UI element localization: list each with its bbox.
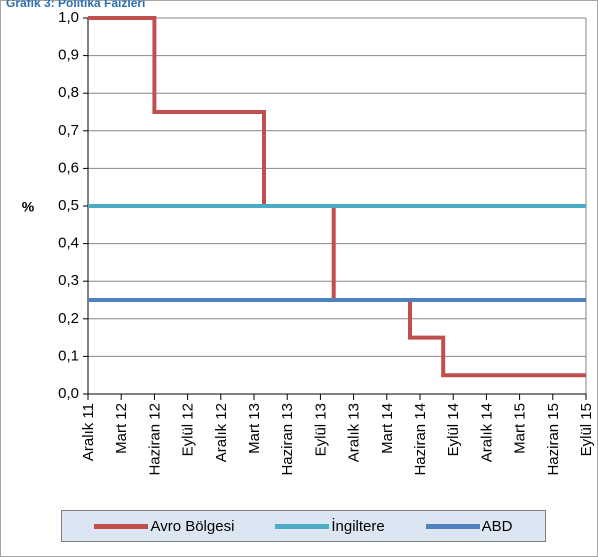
- legend-item: ABD: [425, 517, 513, 535]
- x-tick-label: Eylül 15: [578, 403, 595, 456]
- x-tick-label: Mart 14: [379, 403, 396, 454]
- legend-swatch: [94, 523, 149, 529]
- y-tick-label: 0,5: [58, 197, 79, 214]
- y-tick-label: 0,8: [58, 84, 79, 101]
- series-lines: [88, 16, 586, 378]
- gridlines: [88, 17, 586, 357]
- legend-swatch: [425, 523, 480, 529]
- series-line-avro-bölgesi: [88, 16, 586, 378]
- x-tick-label: Aralık 11: [80, 403, 97, 461]
- legend-label: İngiltere: [331, 517, 385, 535]
- legend-label: ABD: [481, 517, 513, 535]
- legend-item: İngiltere: [275, 517, 385, 535]
- x-tick-label: Aralık 13: [346, 403, 363, 462]
- y-tick-label: 1,0: [58, 9, 79, 26]
- y-tick-label: 0,7: [58, 122, 79, 139]
- y-tick-label: 0,1: [58, 347, 79, 364]
- x-tick-label: Haziran 14: [412, 403, 429, 476]
- y-tick-label: 0,4: [58, 235, 79, 252]
- x-tick-label: Mart 15: [512, 403, 529, 454]
- x-tick-label: Eylül 13: [312, 403, 329, 456]
- x-tick-label: Mart 13: [246, 403, 263, 454]
- y-tick-label: 0,0: [58, 385, 79, 402]
- y-tick-label: 0,9: [58, 47, 79, 64]
- x-tick-labels: Aralık 11 Mart 12 Haziran 12 Eylül 12 Aralık…: [80, 403, 595, 476]
- x-tick-label: Haziran 15: [545, 403, 562, 476]
- x-tick-label: Eylül 12: [180, 403, 197, 456]
- y-tick-labels: 0,0 0,1 0,2 0,3 0,4 0,5 0,6 0,7 0,8 0,9 1,0: [58, 9, 79, 402]
- y-tick-label: 0,6: [58, 159, 79, 176]
- y-axis-label: %: [22, 199, 35, 215]
- legend-swatch: [275, 523, 330, 529]
- x-tick-label: Haziran 12: [146, 403, 163, 476]
- x-tick-label: Aralık 12: [213, 403, 230, 462]
- y-tick-label: 0,3: [58, 272, 79, 289]
- x-tick-label: Haziran 13: [279, 403, 296, 476]
- x-tick-label: Mart 12: [113, 403, 130, 454]
- legend-item: Avro Bölgesi: [94, 518, 234, 535]
- chart-header-title: Grafik 3: Politika Faizleri: [6, 0, 146, 10]
- legend-label: Avro Bölgesi: [150, 517, 235, 535]
- x-tick-label: Eylül 14: [445, 403, 462, 456]
- legend: Avro Bölgesi İngiltere ABD: [61, 510, 546, 542]
- y-tick-label: 0,2: [58, 310, 79, 327]
- x-tick-label: Aralık 14: [478, 403, 495, 462]
